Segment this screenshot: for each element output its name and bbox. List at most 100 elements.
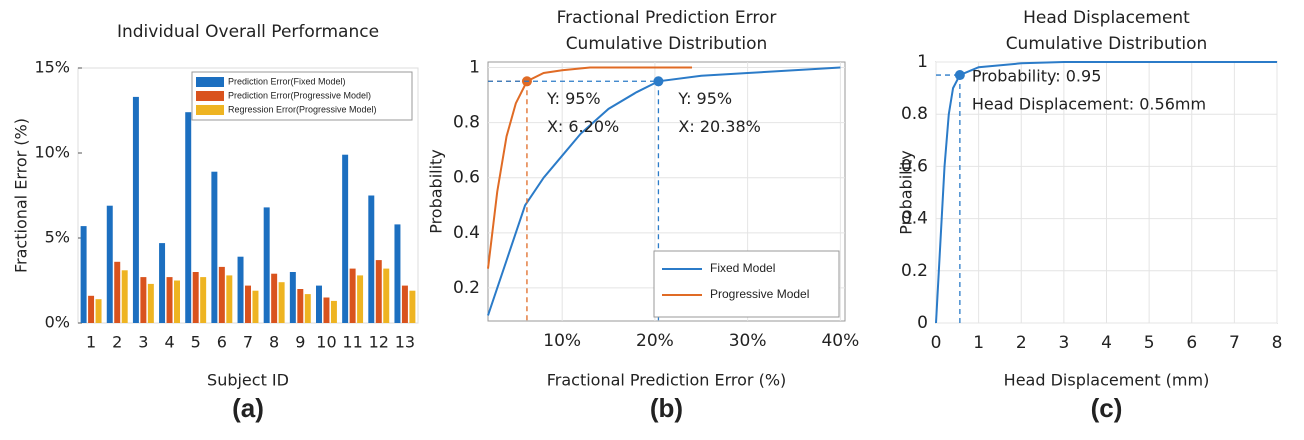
- x-tick-label: 30%: [729, 331, 767, 351]
- bar: [271, 273, 278, 323]
- x-tick-label: 3: [138, 333, 148, 352]
- bar: [106, 205, 113, 323]
- x-tick-label: 12: [369, 333, 389, 352]
- y-tick-label: 0%: [45, 313, 70, 332]
- bar: [297, 289, 304, 323]
- x-axis-label: Fractional Prediction Error (%): [547, 371, 787, 390]
- x-tick-label: 6: [217, 333, 227, 352]
- y-tick-label: 1: [917, 52, 928, 72]
- y-tick-label: 0.6: [901, 156, 928, 176]
- bar: [114, 261, 121, 323]
- x-tick-label: 11: [342, 333, 362, 352]
- legend-label: Fixed Model: [710, 261, 775, 275]
- y-tick-label: 0.8: [901, 104, 928, 124]
- x-tick-label: 5: [1144, 333, 1155, 353]
- y-tick-label: 5%: [45, 228, 70, 247]
- bar: [330, 300, 337, 323]
- x-tick-label: 1: [86, 333, 96, 352]
- bar: [368, 195, 375, 323]
- panel-caption: (b): [650, 393, 683, 423]
- bar: [200, 277, 207, 323]
- bar: [218, 266, 225, 323]
- data-line: [935, 61, 1277, 324]
- legend-swatch: [196, 105, 224, 115]
- bar: [349, 268, 356, 323]
- bar: [409, 290, 416, 323]
- bar: [166, 277, 173, 323]
- legend-label: Regression Error(Progressive Model): [228, 104, 377, 114]
- y-axis-label: Probability: [897, 150, 916, 235]
- bar: [357, 275, 364, 323]
- bar: [147, 283, 154, 323]
- bar: [185, 112, 192, 323]
- y-axis-label: Probability: [427, 149, 446, 234]
- chart-title: Fractional Prediction Error: [557, 8, 777, 28]
- y-axis-label: Fractional Error (%): [12, 118, 31, 273]
- y-tick-label: 0.6: [453, 168, 480, 188]
- x-tick-label: 2: [112, 333, 122, 352]
- y-tick-label: 10%: [34, 143, 70, 162]
- chart: Individual Overall Performance Subject ID…: [12, 22, 419, 423]
- data-line: [487, 66, 841, 316]
- bar: [211, 171, 218, 323]
- bar: [174, 280, 180, 323]
- y-tick-label: 0.4: [901, 209, 928, 229]
- legend-swatch: [196, 77, 224, 87]
- x-tick-label: 4: [1101, 333, 1112, 353]
- bar: [245, 285, 251, 323]
- x-tick-label: 1: [973, 333, 984, 353]
- bar: [394, 224, 401, 323]
- panel-caption: (a): [232, 393, 264, 423]
- x-tick-label: 10: [316, 333, 336, 352]
- bar: [237, 256, 244, 323]
- y-tick-label: 0.2: [901, 261, 928, 281]
- x-axis-label: Subject ID: [207, 371, 289, 390]
- bar: [383, 268, 390, 323]
- y-tick-label: 15%: [34, 58, 70, 77]
- legend-box: [653, 250, 840, 318]
- bar: [252, 290, 259, 323]
- legend-swatch: [196, 91, 224, 101]
- x-tick-label: 9: [295, 333, 305, 352]
- bar: [140, 277, 147, 323]
- annotation-text: Y: 95%: [546, 89, 601, 108]
- annotation-text: X: 20.38%: [678, 117, 760, 136]
- bar: [375, 260, 382, 323]
- chart: Head Displacement Cumulative Distribution…: [897, 8, 1283, 423]
- x-tick-label: 2: [1016, 333, 1027, 353]
- bar: [263, 207, 270, 323]
- bar: [289, 272, 296, 323]
- legend-label: Prediction Error(Progressive Model): [228, 90, 371, 100]
- x-axis-label: Head Displacement (mm): [1004, 371, 1210, 390]
- bar: [159, 243, 166, 323]
- x-tick-label: 3: [1058, 333, 1069, 353]
- bar: [316, 285, 322, 323]
- y-tick-label: 0.4: [453, 223, 480, 243]
- panel-caption: (c): [1091, 393, 1123, 423]
- annotation-text: Y: 95%: [677, 89, 732, 108]
- chart: Fractional Prediction Error Cumulative Di…: [427, 8, 860, 423]
- x-tick-label: 6: [1186, 333, 1197, 353]
- bar: [304, 294, 311, 323]
- bar: [88, 295, 95, 323]
- x-tick-label: 7: [1229, 333, 1240, 353]
- y-tick-label: 1: [469, 58, 480, 78]
- x-tick-label: 20%: [636, 331, 674, 351]
- bar: [95, 299, 102, 323]
- y-tick-label: 0.8: [453, 113, 480, 133]
- annotation-point: [954, 70, 965, 81]
- bar: [192, 272, 199, 323]
- x-tick-label: 40%: [821, 331, 859, 351]
- x-tick-label: 8: [1272, 333, 1283, 353]
- bar: [342, 154, 349, 323]
- y-tick-label: 0.2: [453, 278, 480, 298]
- chart-title: Individual Overall Performance: [117, 22, 379, 42]
- annotation-text: X: 6.20%: [547, 117, 619, 136]
- chart-title: Head Displacement: [1023, 8, 1190, 28]
- plot-area: [487, 61, 846, 322]
- x-tick-label: 0: [931, 333, 942, 353]
- chart-title: Cumulative Distribution: [566, 34, 768, 54]
- annotation-text: Probability: 0.95: [972, 67, 1102, 86]
- x-tick-label: 13: [395, 333, 415, 352]
